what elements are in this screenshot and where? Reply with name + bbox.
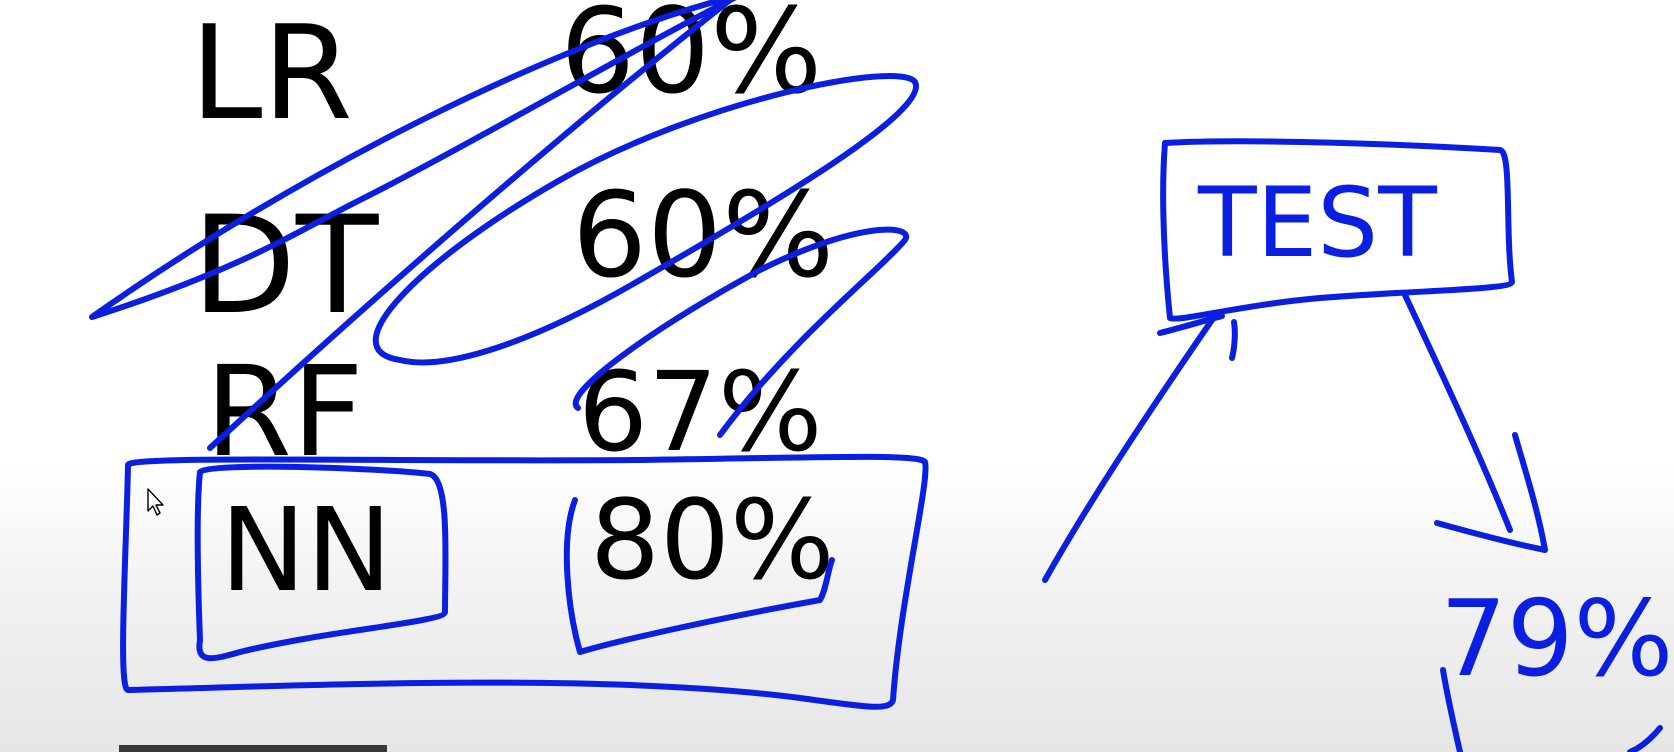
test-score-bracket [1440, 667, 1663, 752]
test-box [1160, 138, 1515, 322]
test-score: 79% [1440, 578, 1673, 700]
model-score-rf: 67% [578, 348, 823, 476]
model-score-nn: 80% [590, 476, 835, 604]
model-name-lr: LR [190, 0, 353, 149]
model-name-nn: NN [220, 484, 392, 618]
arrow-out-of-test-head [1434, 432, 1548, 553]
nn-label-box [194, 463, 449, 662]
strike-loop-middle [372, 73, 919, 366]
strike-line-long [207, 0, 733, 451]
blue-ink-layer: TEST 79% [89, 0, 1673, 752]
test-label: TEST [1197, 167, 1437, 279]
video-progress-bar[interactable] [119, 745, 387, 752]
arrow-into-test-head [1157, 313, 1238, 361]
arrow-out-of-test [1402, 292, 1513, 533]
model-name-rf: RF [205, 340, 364, 485]
mouse-pointer-icon [147, 488, 164, 516]
strike-loop-lower [572, 226, 910, 438]
nn-row-box [120, 453, 929, 710]
arrow-into-test [1042, 317, 1215, 583]
nn-score-box [563, 497, 835, 655]
strike-loop-top [89, 0, 737, 320]
black-ink-layer: LR 60% DT 60% RF 67% NN 80% [190, 0, 835, 618]
